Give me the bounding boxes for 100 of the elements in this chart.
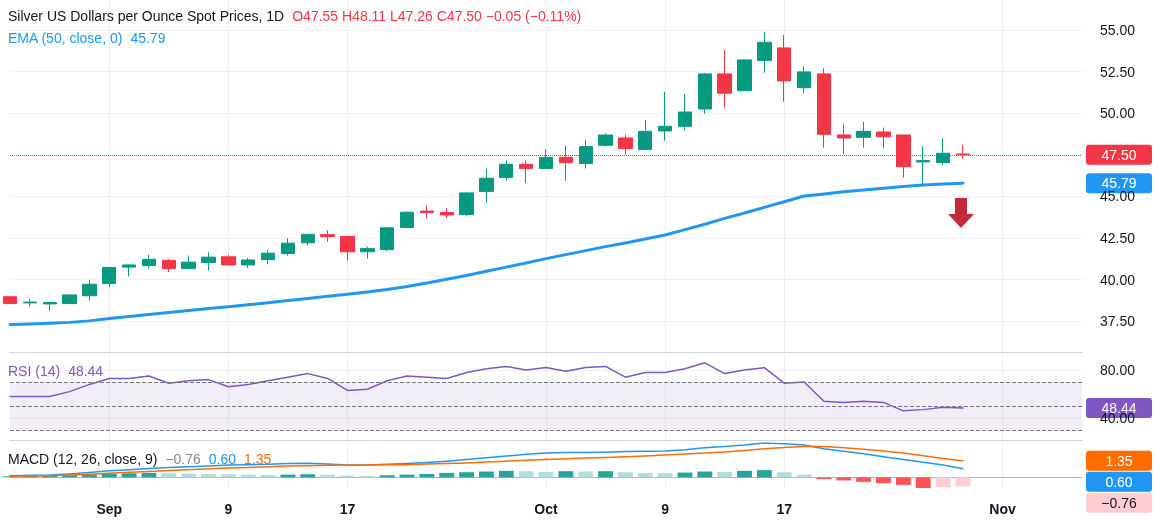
x-tick-label: 17 — [776, 501, 793, 517]
candlestick — [440, 207, 454, 219]
y-tick-label: 80.00 — [1100, 362, 1136, 379]
bar — [895, 477, 911, 485]
annotation: 48.44 — [68, 363, 104, 379]
bar — [737, 470, 752, 478]
candlestick — [420, 204, 434, 220]
bar — [518, 471, 534, 478]
text: 1.35 — [1105, 452, 1133, 469]
candlestick — [43, 300, 57, 312]
bar — [836, 477, 852, 481]
candlestick — [876, 127, 891, 149]
candlestick — [658, 91, 672, 142]
candlestick — [102, 266, 116, 288]
candlestick — [320, 229, 335, 243]
candlestick — [82, 279, 97, 302]
bar — [657, 473, 673, 478]
candlestick — [122, 263, 136, 277]
bar — [161, 473, 177, 478]
candlestick — [499, 160, 513, 181]
bar — [379, 475, 395, 478]
x-tick-label: Nov — [989, 501, 1017, 517]
candlestick — [142, 254, 156, 270]
candlestick — [201, 251, 216, 271]
bar — [617, 472, 633, 478]
candlestick — [181, 255, 196, 270]
candlestick — [737, 58, 752, 92]
candlestick — [23, 298, 37, 308]
candlestick — [281, 237, 295, 257]
candlestick — [856, 121, 871, 149]
x-tick-label: 9 — [224, 501, 233, 517]
y-tick-label: 37.50 — [1100, 313, 1136, 330]
bar — [459, 472, 475, 478]
text: −0.76 — [1101, 494, 1137, 511]
bar — [776, 472, 792, 478]
y-tick-label: 42.50 — [1100, 230, 1136, 246]
candlestick — [162, 258, 176, 273]
x-tick-label: 9 — [661, 501, 670, 517]
line-series — [9, 362, 964, 412]
bar — [439, 472, 455, 478]
candlestick — [837, 123, 851, 155]
bar — [121, 473, 137, 478]
candlestick — [936, 137, 950, 166]
candlestick — [678, 93, 692, 132]
candlestick — [717, 49, 732, 109]
bar — [955, 477, 971, 487]
candlestick — [698, 72, 712, 115]
candlestick — [598, 132, 613, 148]
text: O47.55 H48.11 L47.26 C47.50 −0.05 (−0.11%) — [292, 8, 582, 24]
candlestick — [479, 168, 494, 204]
text: EMA (50, close, 0) — [8, 30, 123, 46]
candlestick — [3, 295, 17, 305]
annotation: −0.76 — [165, 451, 201, 467]
series-label: RSI (14) — [8, 363, 61, 379]
y-tick-label: 55.00 — [1100, 21, 1136, 38]
candlestick — [757, 31, 772, 74]
annotation: 0.60 — [208, 451, 237, 467]
candlestick — [400, 210, 414, 230]
bar — [935, 477, 951, 488]
candlestick — [916, 146, 930, 187]
bar — [637, 472, 653, 478]
ref-line-label: 47.50 — [1101, 146, 1137, 163]
y-tick-label: 50.00 — [1100, 105, 1136, 122]
y-tick-label: 40.00 — [1100, 271, 1136, 288]
candlestick — [817, 67, 831, 149]
bar — [756, 470, 772, 478]
x-tick-label: 17 — [339, 501, 356, 517]
y-tick-label: 52.50 — [1100, 63, 1136, 80]
text: MACD (12, 26, close, 9) — [8, 451, 158, 467]
line-series — [8, 181, 965, 327]
text: Silver US Dollars per Ounce Spot Prices, 1D — [8, 8, 285, 24]
candlestick — [638, 119, 652, 151]
bar — [300, 474, 316, 478]
candlestick — [618, 134, 633, 155]
candlestick — [579, 139, 593, 170]
candlestick — [340, 235, 355, 262]
x-tick-label: Sep — [96, 501, 123, 517]
bar — [558, 471, 574, 478]
bar — [876, 477, 891, 484]
candlestick — [261, 249, 275, 265]
annotation: 45.79 — [130, 30, 166, 46]
annotation: 1.35 — [244, 451, 272, 467]
candlestick — [519, 160, 533, 184]
candlestick — [539, 148, 553, 170]
candlestick — [301, 233, 315, 247]
candlestick — [777, 34, 791, 103]
bar — [598, 471, 613, 478]
candlestick — [360, 245, 375, 260]
bar — [856, 477, 872, 482]
candlestick — [241, 257, 255, 269]
x-tick-label: Oct — [534, 501, 558, 517]
bar — [915, 477, 931, 488]
candlestick — [221, 254, 236, 266]
candlestick — [62, 294, 77, 305]
bar — [220, 474, 236, 478]
bar — [498, 470, 514, 478]
text: 0.60 — [1105, 473, 1133, 490]
candlestick — [459, 191, 474, 217]
candlestick — [797, 66, 811, 94]
candlestick — [380, 226, 394, 252]
